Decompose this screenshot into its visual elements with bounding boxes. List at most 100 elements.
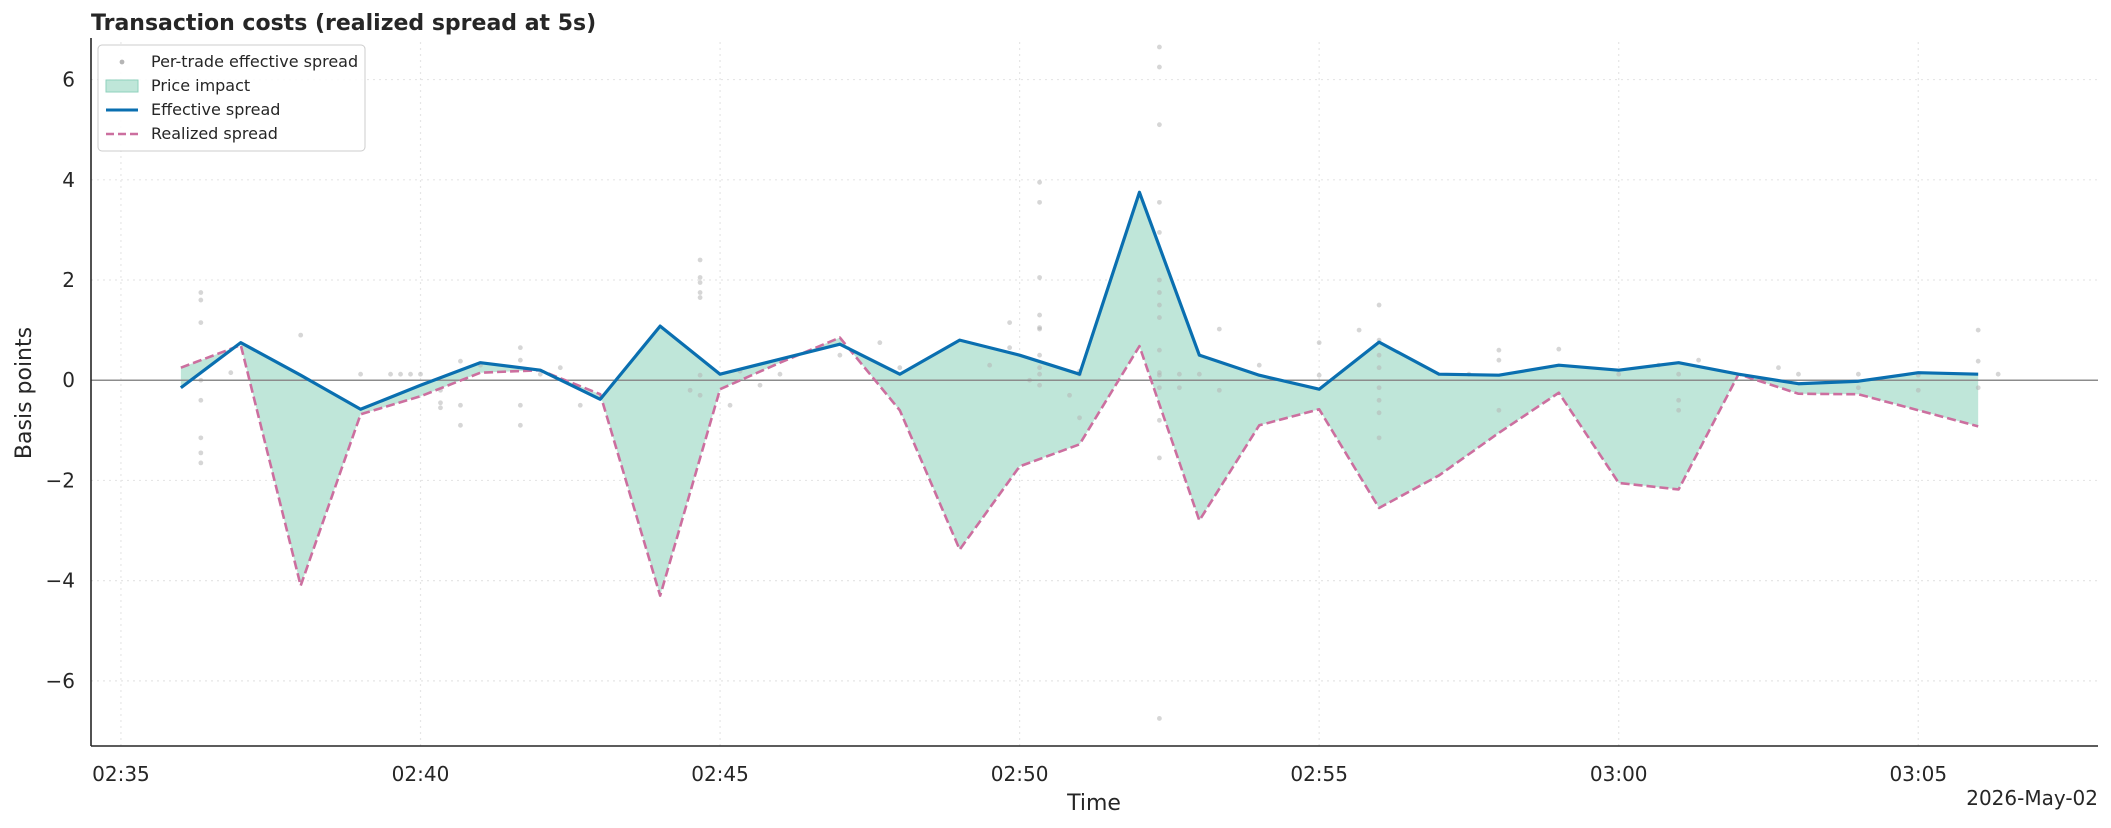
trade-point [228, 370, 234, 376]
trade-point [1316, 372, 1322, 378]
trade-point [517, 402, 523, 408]
trade-point [697, 275, 703, 280]
trade-point [1676, 371, 1682, 377]
legend: Per-trade effective spread Price impact Ef… [97, 44, 366, 152]
trade-point [1256, 362, 1262, 368]
trade-point [1676, 407, 1682, 413]
trade-point [1376, 352, 1382, 358]
chart-title: Transaction costs (realized spread at 5s… [91, 11, 596, 36]
x-axis-label: Time [1066, 791, 1121, 816]
trade-point [1157, 230, 1162, 235]
y-tick-label: 0 [62, 368, 75, 392]
trade-point [1157, 290, 1162, 295]
trade-point [1855, 371, 1861, 377]
trade-point [438, 400, 443, 406]
trade-point [1176, 371, 1182, 377]
y-axis-label: Basis points [12, 327, 37, 459]
price-impact-layer [180, 192, 1979, 596]
trade-point [1316, 340, 1322, 346]
y-tick-label: 2 [62, 268, 75, 292]
trade-point [517, 345, 523, 351]
y-tick-label: 6 [62, 68, 75, 92]
trade-point [1157, 372, 1162, 378]
trade-point [1157, 385, 1162, 391]
trade-point [1157, 122, 1162, 128]
legend-label: Per-trade effective spread [151, 52, 358, 71]
trade-point [727, 402, 733, 408]
trade-point [1157, 277, 1162, 283]
trade-point [577, 402, 583, 408]
trade-point [1037, 352, 1042, 358]
y-tick-labels: −6 −4 −2 0 2 4 6 [46, 68, 75, 693]
realized-spread-line [180, 336, 1979, 597]
trade-point [1376, 365, 1382, 371]
trade-point [517, 422, 523, 428]
trade-point [1037, 382, 1042, 388]
trade-point [1037, 199, 1042, 205]
trade-point [1376, 385, 1382, 391]
legend-label: Price impact [151, 76, 250, 95]
trade-point [697, 257, 703, 263]
trade-point [408, 371, 413, 377]
legend-label: Effective spread [151, 100, 280, 119]
trade-point [358, 371, 363, 377]
trade-point [1037, 365, 1042, 371]
line-layer [179, 190, 1979, 597]
trade-point [1216, 387, 1222, 393]
trade-point [1067, 392, 1072, 398]
trade-point [1157, 455, 1162, 461]
trade-point [1157, 347, 1162, 353]
trade-point [987, 362, 993, 368]
trade-point [1077, 415, 1082, 421]
trade-point [1376, 410, 1382, 416]
x-tick-label: 02:40 [392, 762, 450, 786]
trade-point [198, 460, 204, 466]
trade-point [877, 340, 883, 346]
trade-point [1915, 387, 1921, 393]
trade-point [1995, 371, 2001, 377]
trade-point [837, 352, 843, 358]
trade-point [1376, 302, 1382, 308]
trade-point [687, 387, 693, 393]
legend-label: Realized spread [151, 124, 278, 143]
y-tick-label: −4 [46, 569, 75, 593]
price-impact-area [180, 192, 1979, 596]
trade-point [697, 392, 703, 398]
trade-point [537, 371, 543, 377]
trade-point [1616, 371, 1622, 377]
trade-point [398, 371, 403, 377]
trade-point [298, 332, 304, 338]
trade-point [1496, 347, 1502, 353]
x-tick-label: 03:05 [1889, 762, 1947, 786]
trade-point [198, 435, 204, 441]
trade-point [388, 371, 393, 377]
trade-point [1176, 385, 1182, 391]
trade-point [1157, 315, 1162, 320]
x-tick-label: 02:50 [991, 762, 1049, 786]
trade-point [1975, 358, 1981, 364]
trade-point [897, 365, 903, 371]
trade-point [1157, 64, 1162, 70]
trade-point [198, 320, 204, 325]
axes [90, 38, 2098, 747]
trade-point [458, 358, 463, 364]
trade-point [1776, 365, 1781, 371]
trade-point [557, 365, 563, 371]
legend-swatch-scatter [119, 59, 125, 65]
trade-point [1157, 716, 1162, 721]
trade-point [418, 371, 423, 377]
trade-point [1007, 320, 1013, 325]
trade-point [757, 382, 763, 388]
trade-point [458, 402, 463, 408]
trade-point [1676, 397, 1682, 403]
trade-point [697, 290, 703, 295]
legend-swatch-fill [105, 79, 139, 93]
trade-point [198, 397, 204, 403]
trade-point [697, 280, 703, 285]
trade-point [1975, 385, 1981, 391]
trade-point [697, 372, 703, 378]
trade-point [1157, 302, 1162, 308]
y-tick-label: −2 [46, 468, 75, 492]
trade-point [438, 405, 443, 411]
